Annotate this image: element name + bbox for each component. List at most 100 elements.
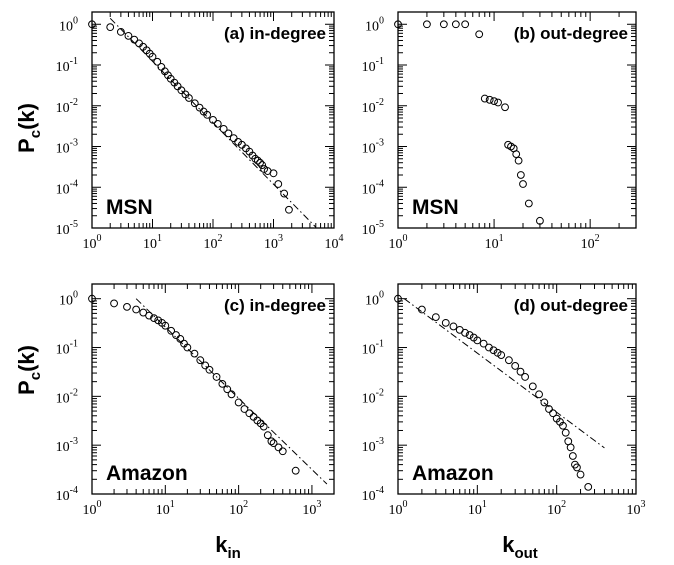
data-point: [123, 302, 131, 311]
data-point: [516, 171, 525, 179]
x-tick-label: 103: [302, 499, 321, 518]
y-tick-mantissa: 10: [362, 60, 376, 75]
y-tick-label: 10-2: [362, 387, 384, 406]
y-tick-mantissa: 10: [362, 142, 376, 157]
data-point: [229, 134, 238, 143]
x-tick-mantissa: 10: [229, 503, 243, 518]
y-tick-exponent: -4: [70, 485, 78, 496]
data-point: [213, 119, 222, 128]
y-tick-mantissa: 10: [59, 19, 73, 34]
x-tick-mantissa: 10: [156, 503, 170, 518]
x-tick-exponent: 3: [316, 499, 321, 510]
x-tick-label: 101: [468, 499, 487, 518]
data-point: [291, 466, 300, 475]
data-point: [205, 365, 214, 374]
data-point: [490, 97, 498, 106]
x-tick-exponent: 0: [403, 233, 408, 244]
y-axis-label-bottom: Pc(k): [14, 345, 44, 395]
y-tick-exponent: -3: [70, 436, 78, 447]
x-tick-label: 100: [83, 233, 102, 252]
x-tick-exponent: 2: [595, 233, 600, 244]
x-tick-label: 103: [627, 499, 646, 518]
data-point: [280, 189, 289, 198]
data-point: [253, 156, 262, 165]
data-point: [439, 20, 448, 29]
x-tick-label: 102: [229, 499, 248, 518]
data-point: [441, 318, 450, 327]
data-point: [512, 150, 521, 159]
data-point: [521, 373, 529, 381]
data-point: [263, 431, 272, 440]
y-tick-exponent: -2: [70, 97, 78, 108]
data-point: [201, 361, 210, 370]
x-tick-mantissa: 10: [485, 237, 499, 252]
data-point: [269, 439, 278, 448]
data-point: [124, 31, 133, 40]
data-point: [240, 405, 249, 413]
data-point: [568, 452, 577, 460]
data-point: [219, 125, 228, 133]
x-tick-label: 100: [389, 499, 408, 518]
y-tick-exponent: -1: [376, 339, 384, 350]
data-point: [176, 335, 185, 343]
y-tick-label: 100: [59, 290, 78, 309]
y-tick-exponent: -3: [376, 436, 384, 447]
y-tick-label: 100: [365, 15, 384, 34]
x-tick-mantissa: 10: [83, 237, 97, 252]
dataset-label: Amazon: [106, 462, 188, 485]
y-tick-mantissa: 10: [362, 223, 376, 238]
y-tick-label: 10-5: [56, 219, 78, 238]
x-tick-mantissa: 10: [627, 503, 641, 518]
x-tick-exponent: 1: [170, 499, 175, 510]
data-point: [218, 379, 227, 388]
data-point: [106, 23, 115, 32]
x-tick-exponent: 2: [561, 499, 566, 510]
y-tick-mantissa: 10: [59, 294, 73, 309]
data-point: [417, 305, 426, 314]
y-tick-mantissa: 10: [56, 60, 70, 75]
x-tick-mantissa: 10: [325, 237, 339, 252]
y-tick-exponent: 0: [73, 15, 78, 26]
plot-frame: [397, 283, 637, 495]
x-tick-mantissa: 10: [389, 237, 403, 252]
data-point: [88, 294, 96, 303]
data-point: [161, 321, 170, 330]
data-point: [157, 62, 166, 71]
data-point: [524, 199, 533, 208]
data-point: [88, 20, 96, 29]
y-tick-mantissa: 10: [362, 489, 376, 504]
data-point: [576, 470, 585, 479]
y-tick-label: 100: [365, 290, 384, 309]
data-point: [116, 27, 125, 36]
y-tick-exponent: -1: [376, 56, 384, 67]
data-point: [561, 428, 570, 437]
x-axis-label-sub: in: [227, 545, 240, 562]
data-point: [461, 20, 470, 29]
y-axis-label-sub: c: [27, 372, 44, 380]
y-tick-exponent: -3: [70, 138, 78, 149]
data-point: [540, 398, 549, 407]
y-tick-label: 10-1: [56, 56, 78, 75]
x-tick-exponent: 0: [403, 499, 408, 510]
y-axis-label-tail: (k): [14, 345, 39, 372]
x-tick-mantissa: 10: [264, 237, 278, 252]
data-point: [514, 156, 523, 165]
data-point: [473, 336, 482, 345]
x-tick-mantissa: 10: [468, 503, 482, 518]
x-tick-mantissa: 10: [302, 503, 316, 518]
y-tick-exponent: -1: [70, 339, 78, 350]
data-point: [431, 313, 440, 321]
y-tick-label: 10-5: [362, 219, 384, 238]
y-tick-mantissa: 10: [56, 440, 70, 455]
data-point: [177, 86, 186, 95]
data-point: [203, 110, 212, 119]
x-tick-label: 102: [547, 499, 566, 518]
y-tick-label: 10-4: [362, 485, 384, 504]
data-point: [224, 129, 233, 138]
y-tick-exponent: -2: [70, 387, 78, 398]
x-tick-mantissa: 10: [204, 237, 218, 252]
panel-title: (c) in-degree: [224, 296, 326, 315]
x-tick-exponent: 4: [339, 233, 344, 244]
data-point: [475, 30, 484, 39]
